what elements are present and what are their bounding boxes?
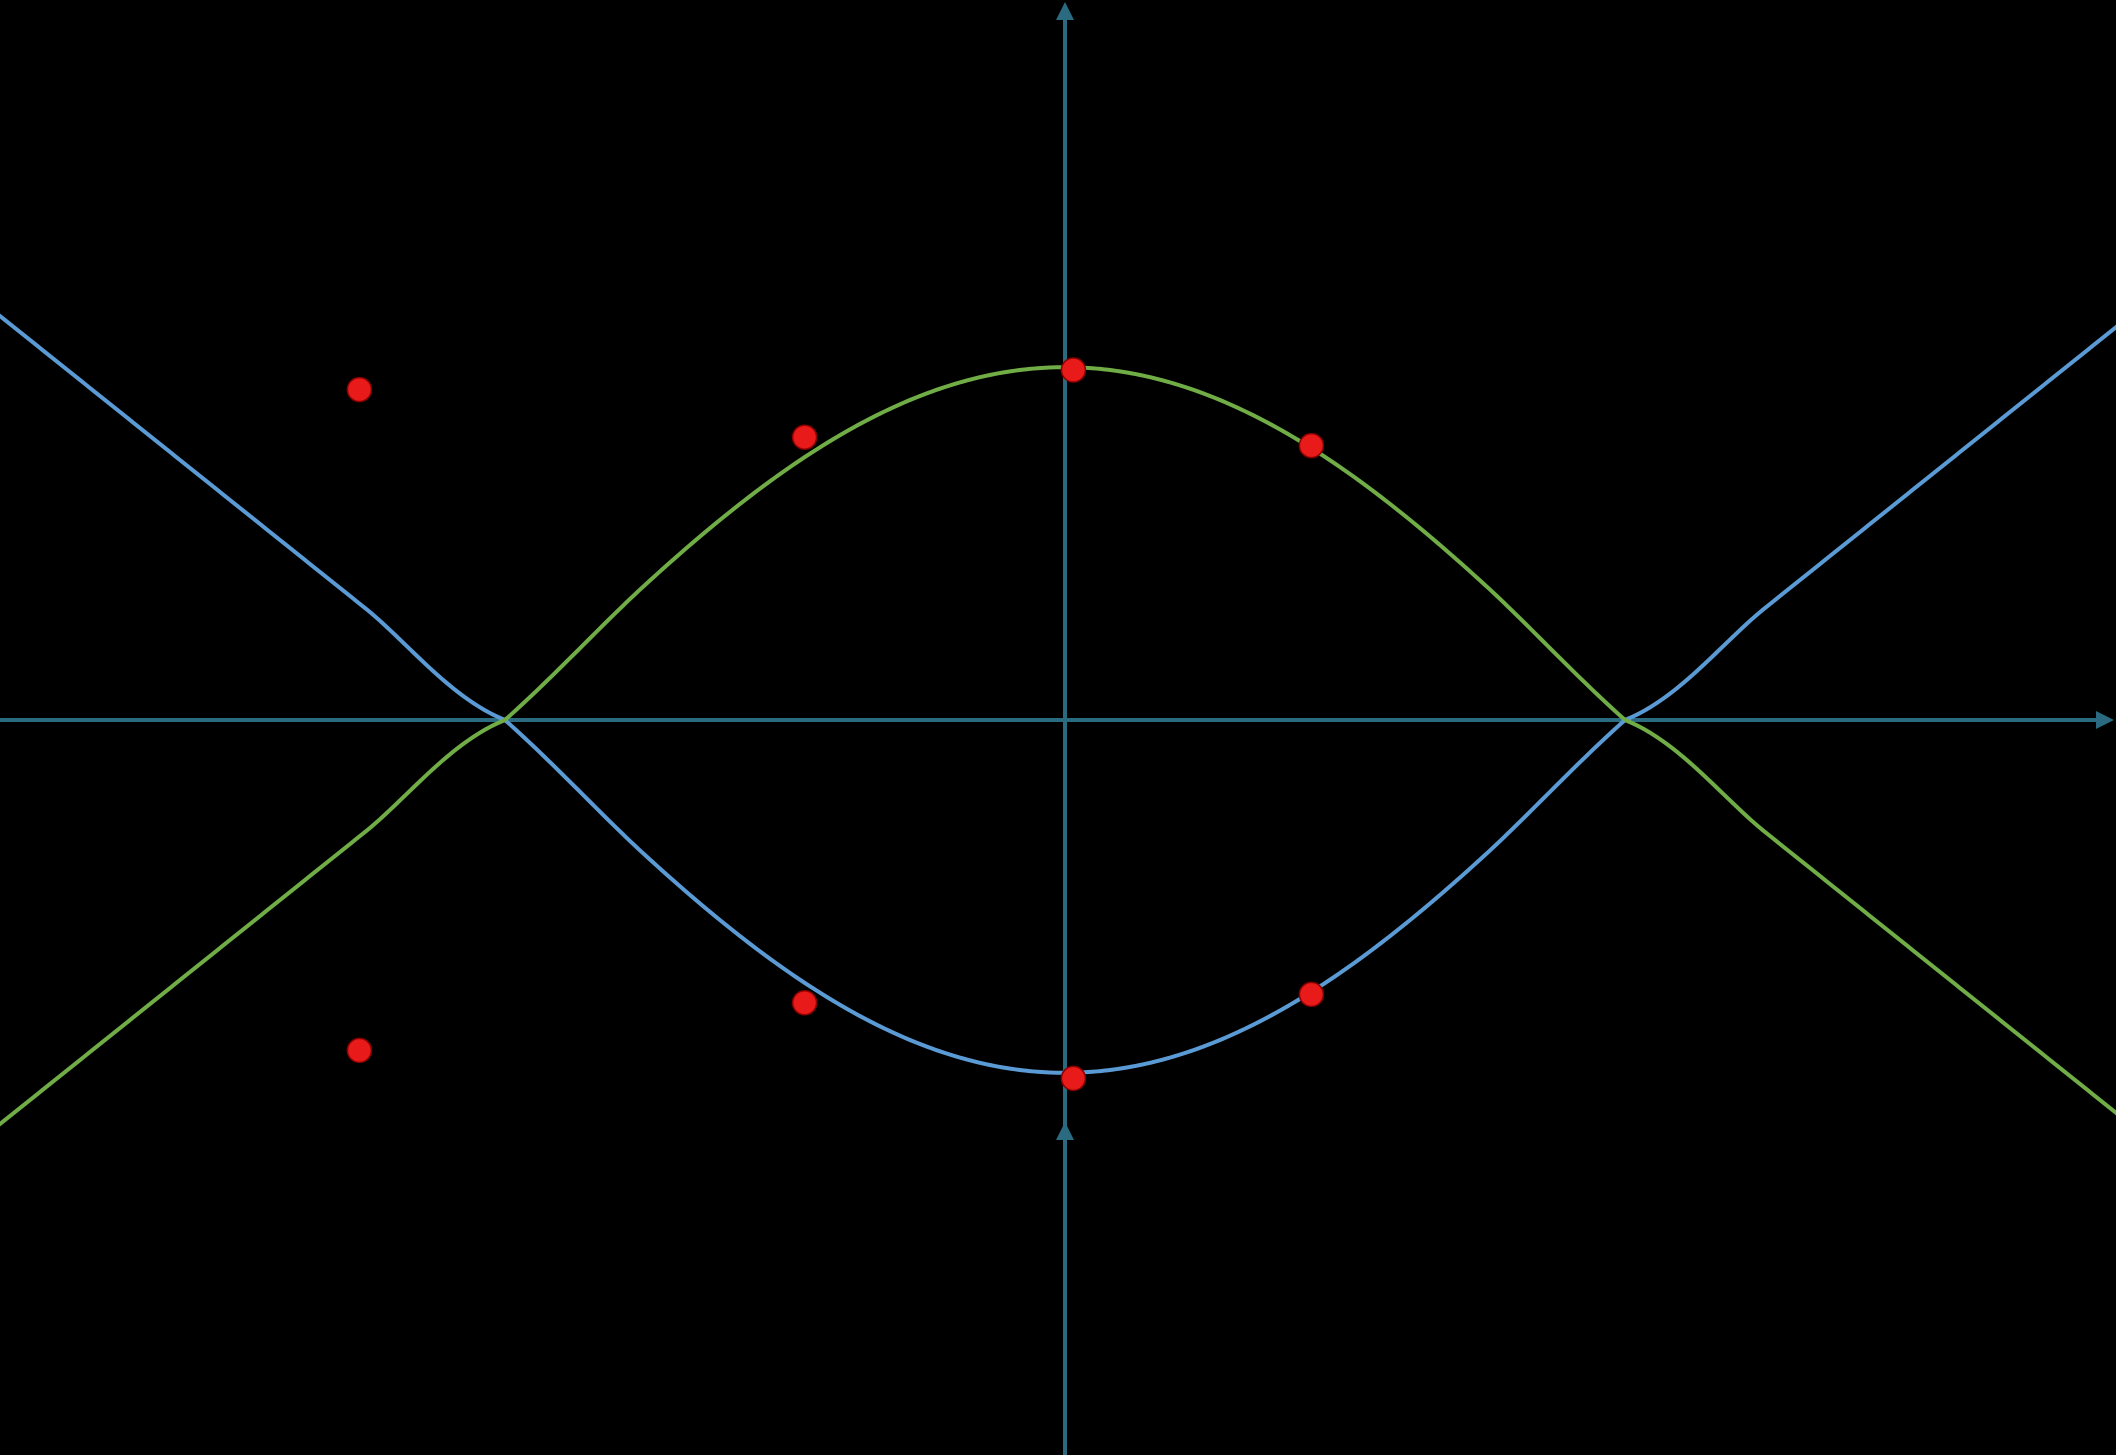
data-point: [1299, 982, 1323, 1006]
data-point: [1299, 434, 1323, 458]
y-axis-arrow-mid-icon: [1056, 1122, 1074, 1140]
data-point: [347, 378, 371, 402]
data-point: [1061, 358, 1085, 382]
data-point: [793, 425, 817, 449]
data-point: [793, 991, 817, 1015]
y-axis-arrow-top-icon: [1056, 2, 1074, 20]
x-axis-arrow-icon: [2096, 711, 2114, 729]
coordinate-plot: [0, 0, 2116, 1455]
curve-blue: [0, 227, 2116, 1073]
data-point: [347, 1038, 371, 1062]
plot-container: [0, 0, 2116, 1455]
data-point: [1061, 1066, 1085, 1090]
curve-green: [0, 367, 2116, 1213]
